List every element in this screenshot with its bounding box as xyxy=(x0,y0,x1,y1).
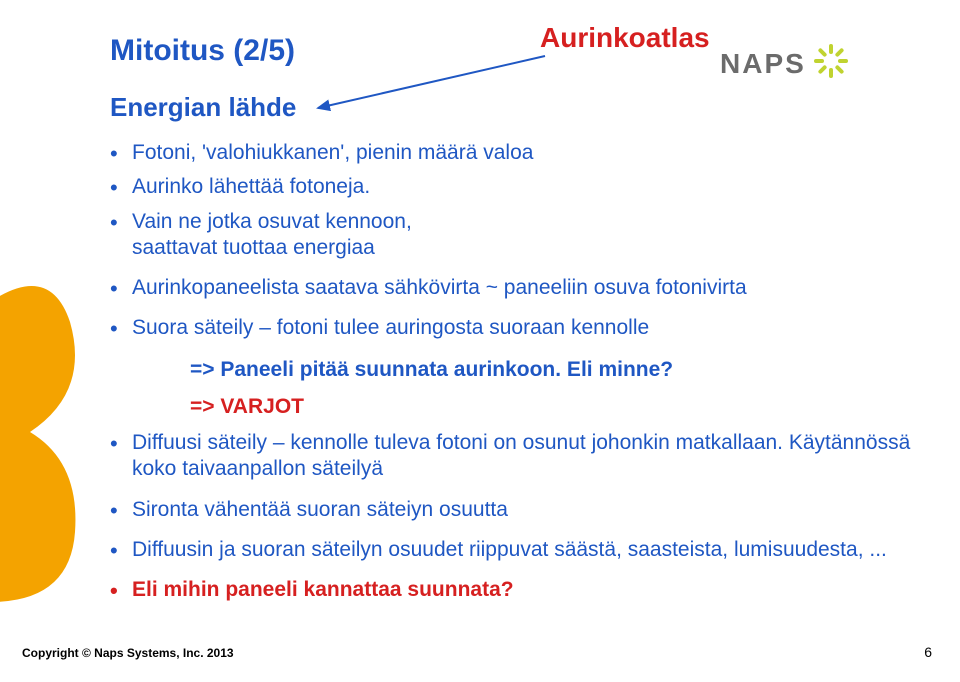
bullet-item: Aurinkopaneelista saatava sähkövirta ~ p… xyxy=(110,275,920,301)
arrow-annotation xyxy=(310,52,570,132)
bullet-item: Sironta vähentää suoran säteiyn osuutta xyxy=(110,497,920,523)
content-area: Fotoni, 'valohiukkanen', pienin määrä va… xyxy=(110,140,920,617)
page-number: 6 xyxy=(924,644,932,660)
arrow-line xyxy=(318,56,545,108)
slide-title: Mitoitus (2/5) xyxy=(110,34,295,68)
logo: NAPS xyxy=(720,44,848,83)
copyright-footer: Copyright © Naps Systems, Inc. 2013 xyxy=(22,646,234,660)
logo-star-icon xyxy=(814,44,848,83)
bullet-item: Eli mihin paneeli kannattaa suunnata? xyxy=(110,577,920,603)
deco-path xyxy=(0,286,75,602)
bullet-item: Suora säteily – fotoni tulee auringosta … xyxy=(110,315,920,341)
bullet-item: Diffuusin ja suoran säteilyn osuudet rii… xyxy=(110,537,920,563)
bullet-item: Vain ne jotka osuvat kennoon, saattavat … xyxy=(110,209,920,262)
slide-subtitle: Energian lähde xyxy=(110,92,296,123)
bullet-item: Aurinko lähettää fotoneja. xyxy=(110,174,920,200)
logo-text: NAPS xyxy=(720,48,806,80)
atlas-label: Aurinkoatlas xyxy=(540,22,710,54)
decorative-shape xyxy=(0,262,110,622)
bullet-item: Fotoni, 'valohiukkanen', pienin määrä va… xyxy=(110,140,920,166)
bullet-item: Diffuusi säteily – kennolle tuleva foton… xyxy=(110,430,920,483)
sub-indent-item: => Paneeli pitää suunnata aurinkoon. Eli… xyxy=(190,356,920,383)
sub-indent-item: => VARJOT xyxy=(190,393,920,420)
